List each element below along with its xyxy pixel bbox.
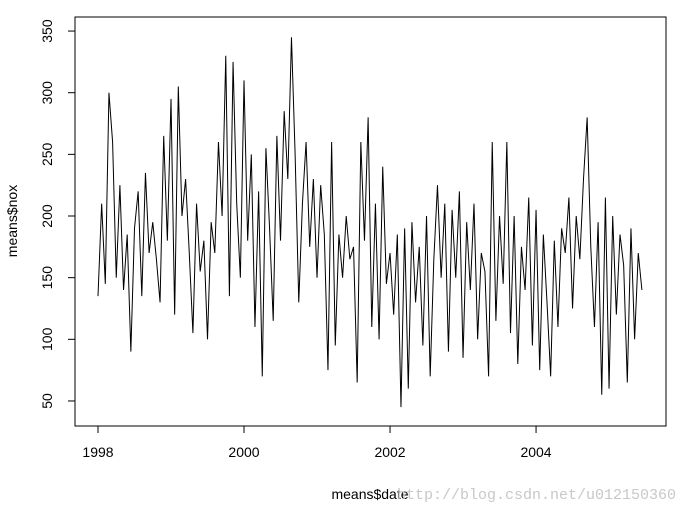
x-tick-label: 2004: [520, 444, 551, 460]
y-tick-label: 200: [39, 204, 55, 228]
y-axis-label: means$nox: [4, 185, 20, 257]
y-tick-label: 50: [39, 393, 55, 409]
plot-box: [74, 16, 667, 427]
y-tick-label: 250: [39, 142, 55, 166]
watermark: http://blog.csdn.net/u012150360: [397, 487, 676, 504]
x-tick-label: 2000: [228, 444, 259, 460]
y-tick-label: 300: [39, 81, 55, 105]
y-tick-label: 350: [39, 19, 55, 43]
x-axis-label: means$date: [331, 486, 408, 502]
x-tick-label: 2002: [374, 444, 405, 460]
y-tick-label: 150: [39, 266, 55, 290]
data-line: [97, 37, 643, 408]
x-tick-label: 1998: [82, 444, 113, 460]
y-tick-label: 100: [39, 327, 55, 351]
